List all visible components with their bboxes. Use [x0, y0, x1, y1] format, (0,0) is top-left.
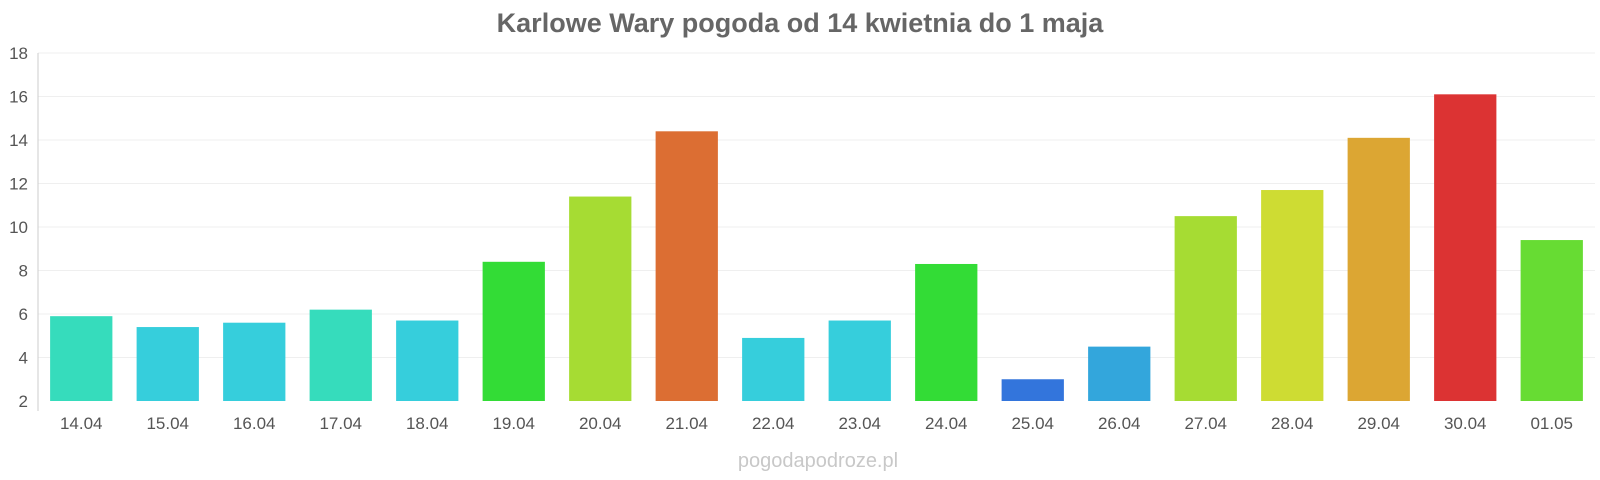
x-tick-label: 21.04 [665, 414, 708, 433]
y-axis-tick-labels: 2 4 6 8 10 12 14 16 18 [9, 44, 28, 411]
y-tick-label: 10 [9, 218, 28, 237]
bar-26.04 [1088, 346, 1151, 401]
x-tick-label: 28.04 [1271, 414, 1314, 433]
bar-24.04 [915, 263, 978, 401]
y-tick-label: 12 [9, 175, 28, 194]
x-tick-label: 30.04 [1444, 414, 1487, 433]
x-axis-tick-labels: 14.04 15.04 16.04 17.04 18.04 19.04 20.04 21.04… [60, 414, 1573, 433]
x-tick-label: 29.04 [1357, 414, 1400, 433]
x-tick-label: 25.04 [1011, 414, 1054, 433]
bar-28.04 [1261, 190, 1324, 401]
bar-01.05 [1520, 240, 1583, 401]
x-tick-label: 23.04 [838, 414, 881, 433]
grid-lines [38, 52, 1595, 358]
x-tick-label: 24.04 [925, 414, 968, 433]
chart-title: Karlowe Wary pogoda od 14 kwietnia do 1 … [497, 8, 1105, 38]
bars [50, 94, 1583, 402]
x-tick-label: 27.04 [1184, 414, 1227, 433]
bar-25.04 [1001, 379, 1064, 401]
watermark: pogodapodroze.pl [738, 450, 898, 472]
x-tick-label: 19.04 [492, 414, 535, 433]
bar-30.04 [1434, 94, 1497, 401]
y-tick-label: 16 [9, 88, 28, 107]
bar-20.04 [569, 196, 632, 401]
bar-23.04 [828, 320, 891, 401]
bar-22.04 [742, 337, 805, 401]
y-tick-label: 4 [19, 349, 28, 368]
bar-14.04 [50, 316, 113, 401]
bar-19.04 [482, 261, 545, 401]
bar-17.04 [309, 309, 372, 401]
bar-16.04 [223, 322, 286, 401]
x-tick-label: 14.04 [60, 414, 103, 433]
x-tick-label: 22.04 [752, 414, 795, 433]
y-tick-label: 8 [19, 262, 28, 281]
x-tick-label: 15.04 [146, 414, 189, 433]
bar-27.04 [1174, 216, 1237, 401]
y-tick-label: 14 [9, 131, 28, 150]
x-tick-label: 16.04 [233, 414, 276, 433]
x-tick-label: 26.04 [1098, 414, 1141, 433]
x-tick-label: 20.04 [579, 414, 622, 433]
bar-15.04 [136, 327, 199, 401]
bar-21.04 [655, 131, 718, 402]
bar-18.04 [396, 320, 459, 401]
x-tick-label: 18.04 [406, 414, 449, 433]
y-tick-label: 18 [9, 44, 28, 63]
bar-29.04 [1347, 137, 1410, 401]
y-tick-label: 6 [19, 305, 28, 324]
x-tick-label: 01.05 [1530, 414, 1573, 433]
y-tick-label: 2 [19, 392, 28, 411]
x-tick-label: 17.04 [319, 414, 362, 433]
